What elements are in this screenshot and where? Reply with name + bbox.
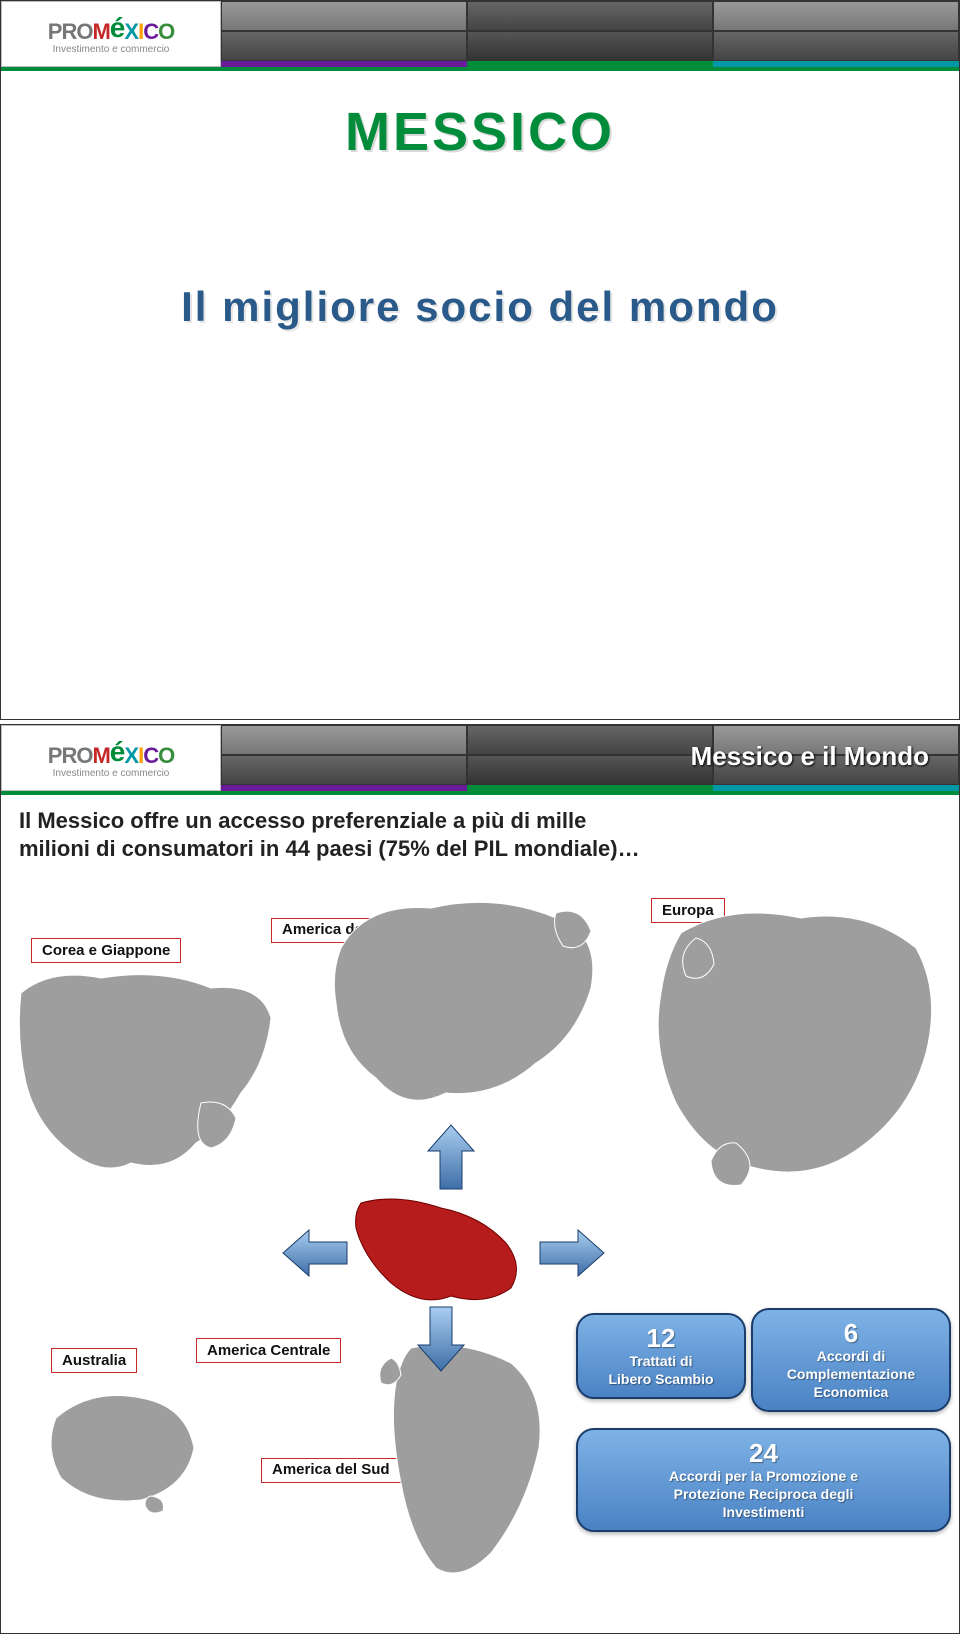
map-south-america <box>361 1338 561 1588</box>
intro-line1: Il Messico offre un accesso preferenzial… <box>19 808 586 833</box>
badge-comp-l2: Complementazione <box>759 1366 943 1382</box>
arrow-right-icon <box>536 1228 606 1278</box>
logo-text: PROMéXICO <box>48 14 174 46</box>
slide-1: PROMéXICO Investimento e commercio MESSI… <box>0 0 960 720</box>
slide-header: PROMéXICO Investimento e commercio <box>1 1 959 71</box>
logo: PROMéXICO Investimento e commercio <box>1 1 221 67</box>
intro-line2: milioni di consumatori in 44 paesi (75% … <box>19 836 640 861</box>
intro-text: Il Messico offre un accesso preferenzial… <box>1 795 959 868</box>
slide1-title: MESSICO <box>1 101 959 163</box>
label-central-america: America Centrale <box>196 1338 341 1363</box>
badge-comp-l3: Economica <box>759 1384 943 1400</box>
badge-inv-num: 24 <box>584 1440 943 1466</box>
badge-inv-l1: Accordi per la Promozione e <box>584 1468 943 1484</box>
slide-header: PROMéXICO Investimento e commercio Messi… <box>1 725 959 795</box>
arrow-down-icon <box>416 1303 466 1373</box>
header-bars <box>221 1 959 67</box>
logo-tagline: Investimento e commercio <box>53 768 170 779</box>
map-asia <box>11 963 281 1193</box>
slide2-header-title: Messico e il Mondo <box>691 741 929 772</box>
logo-tagline: Investimento e commercio <box>53 44 170 55</box>
label-australia: Australia <box>51 1348 137 1373</box>
logo-text: PROMéXICO <box>48 738 174 770</box>
badge-investments: 24 Accordi per la Promozione e Protezion… <box>576 1428 951 1532</box>
map-australia <box>36 1378 206 1518</box>
map-north-america <box>321 888 611 1128</box>
label-korea-japan: Corea e Giappone <box>31 938 181 963</box>
map-area: Corea e Giappone America del Nord Europa… <box>1 868 959 1588</box>
map-europe <box>641 893 951 1213</box>
badge-trade-agreements: 12 Trattati di Libero Scambio <box>576 1313 746 1399</box>
badge-trade-num: 12 <box>584 1325 738 1351</box>
slide-2: PROMéXICO Investimento e commercio Messi… <box>0 724 960 1634</box>
badge-comp-num: 6 <box>759 1320 943 1346</box>
badge-trade-l2: Libero Scambio <box>584 1371 738 1387</box>
badge-complementation: 6 Accordi di Complementazione Economica <box>751 1308 951 1412</box>
map-mexico <box>346 1188 536 1318</box>
arrow-left-icon <box>281 1228 351 1278</box>
badge-inv-l2: Protezione Reciproca degli <box>584 1486 943 1502</box>
badge-trade-l1: Trattati di <box>584 1353 738 1369</box>
badge-comp-l1: Accordi di <box>759 1348 943 1364</box>
slide1-subtitle: Il migliore socio del mondo <box>1 283 959 331</box>
logo: PROMéXICO Investimento e commercio <box>1 725 221 791</box>
badge-inv-l3: Investimenti <box>584 1504 943 1520</box>
arrow-up-icon <box>426 1123 476 1193</box>
